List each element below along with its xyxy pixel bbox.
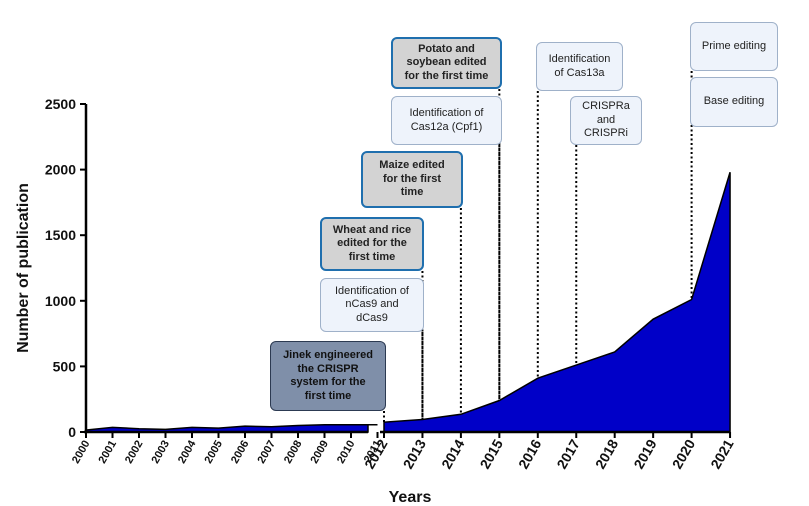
y-tick-label: 1000 xyxy=(45,293,76,309)
annotation-box-2015: Identification of Cas12a (Cpf1) xyxy=(391,96,502,145)
x-axis-label: Years xyxy=(389,489,432,506)
annotation-box-2017: CRISPRa and CRISPRi xyxy=(570,96,642,145)
x-tick-label: 2020 xyxy=(669,436,699,471)
x-tick-label: 2002 xyxy=(123,439,146,466)
x-tick-label: 2001 xyxy=(96,439,119,466)
x-tick-label: 2016 xyxy=(515,436,545,471)
x-tick-label: 2013 xyxy=(400,436,430,471)
x-tick-label: 2005 xyxy=(202,439,225,466)
annotation-box-2020: Base editing xyxy=(690,77,778,127)
x-tick-label: 2015 xyxy=(477,436,507,471)
y-tick-label: 500 xyxy=(53,358,77,374)
x-tick-label: 2007 xyxy=(255,439,278,466)
x-tick-label: 2003 xyxy=(149,439,172,466)
annotation-box-2013: Identification of nCas9 and dCas9 xyxy=(320,278,424,332)
x-tick-label: 2012 xyxy=(361,436,391,471)
x-tick-label: 2019 xyxy=(630,436,660,471)
y-tick-label: 1500 xyxy=(45,227,76,243)
annotation-box-2020: Prime editing xyxy=(690,22,778,71)
plot-area xyxy=(85,172,731,433)
x-tick-label: 2000 xyxy=(70,439,93,466)
y-tick-label: 0 xyxy=(68,424,76,440)
annotation-box-2016: Identification of Cas13a xyxy=(536,42,623,91)
x-tick-label: 2018 xyxy=(592,436,622,471)
area-segment-2000-2011 xyxy=(85,424,378,433)
annotation-box-2011: Jinek engineered the CRISPR system for t… xyxy=(270,341,386,411)
x-tick-label: 2009 xyxy=(308,439,331,466)
annotation-leader-lines xyxy=(383,71,693,422)
x-tick-label: 2008 xyxy=(282,439,305,466)
x-tick-label: 2021 xyxy=(707,436,737,471)
area-segment-2012-2021 xyxy=(383,172,731,433)
x-tick-label: 2004 xyxy=(176,438,199,466)
annotation-box-2013: Wheat and rice edited for the first time xyxy=(320,217,424,271)
y-tick-label: 2000 xyxy=(45,162,76,178)
y-tick-label: 2500 xyxy=(45,96,76,112)
y-axis-label: Number of publication xyxy=(15,183,32,353)
x-tick-label: 2006 xyxy=(229,439,252,466)
annotation-box-2014: Maize edited for the first time xyxy=(361,151,463,208)
x-tick-label: 2010 xyxy=(335,439,358,466)
x-tick-label: 2017 xyxy=(553,436,583,471)
x-tick-label: 2014 xyxy=(438,436,468,471)
annotation-box-2015: Potato and soybean edited for the first … xyxy=(391,37,502,89)
